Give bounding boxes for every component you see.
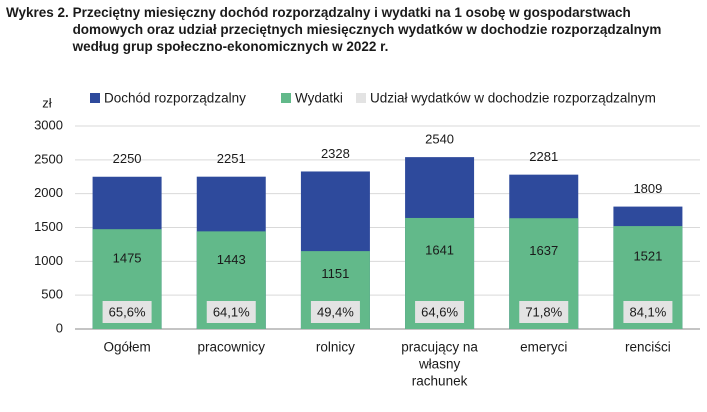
share-box [519,301,569,323]
y-tick-label: 3000 [34,117,63,132]
data-label-share: 65,6% [109,304,146,319]
y-tick-label: 1000 [34,253,63,268]
x-tick-label: Ogółem [103,340,150,355]
y-tick-label: 2000 [34,185,63,200]
chart-title: Wykres 2. Przeciętny miesięczny dochód r… [6,4,673,55]
data-label-income: 2328 [321,146,350,161]
data-label-expenses: 1521 [633,248,662,263]
data-label-expenses: 1475 [113,251,142,266]
data-label-expenses: 1151 [321,266,349,281]
x-tick-label: renciści [625,340,671,355]
x-tick-label: rachunek [412,374,468,389]
data-label-income: 2251 [217,151,246,166]
figure-title: Przeciętny miesięczny dochód rozporządza… [72,5,662,54]
legend-label-2: Wydatki [295,91,343,106]
legend-label-1: Dochód rozporządzalny [104,91,246,106]
x-tick-label: pracownicy [197,340,265,355]
data-label-share: 49,4% [317,304,354,319]
data-label-share: 64,6% [421,304,458,319]
x-tick-label: pracujący na [401,340,478,355]
data-label-income: 2250 [113,151,142,166]
data-label-share: 71,8% [525,304,562,319]
legend-label-3: Udział wydatków w dochodzie rozporządzal… [370,91,656,106]
y-tick-label: 500 [41,287,63,302]
data-label-income: 2281 [529,149,558,164]
data-label-income: 2540 [425,132,454,147]
legend-swatch-1 [90,93,100,103]
data-label-expenses: 1443 [217,252,246,267]
legend-swatch-2 [281,93,291,103]
share-box [415,301,465,323]
data-label-expenses: 1637 [529,243,558,258]
y-tick-label: 0 [56,320,63,335]
share-box [623,301,673,323]
x-tick-label: emeryci [520,340,567,355]
share-box [206,301,256,323]
x-tick-label: rolnicy [316,340,355,355]
y-tick-label: 2500 [34,151,63,166]
x-tick-label: własny [418,357,461,372]
figure-label: Wykres 2. [6,5,69,20]
y-axis-unit-label: zł [42,95,52,110]
share-box [102,301,152,323]
data-label-share: 84,1% [629,304,666,319]
legend-swatch-3 [356,93,366,103]
data-label-income: 1809 [633,181,662,196]
share-box [310,301,360,323]
y-tick-label: 1500 [34,219,63,234]
data-label-share: 64,1% [213,304,250,319]
data-label-expenses: 1641 [425,243,454,258]
